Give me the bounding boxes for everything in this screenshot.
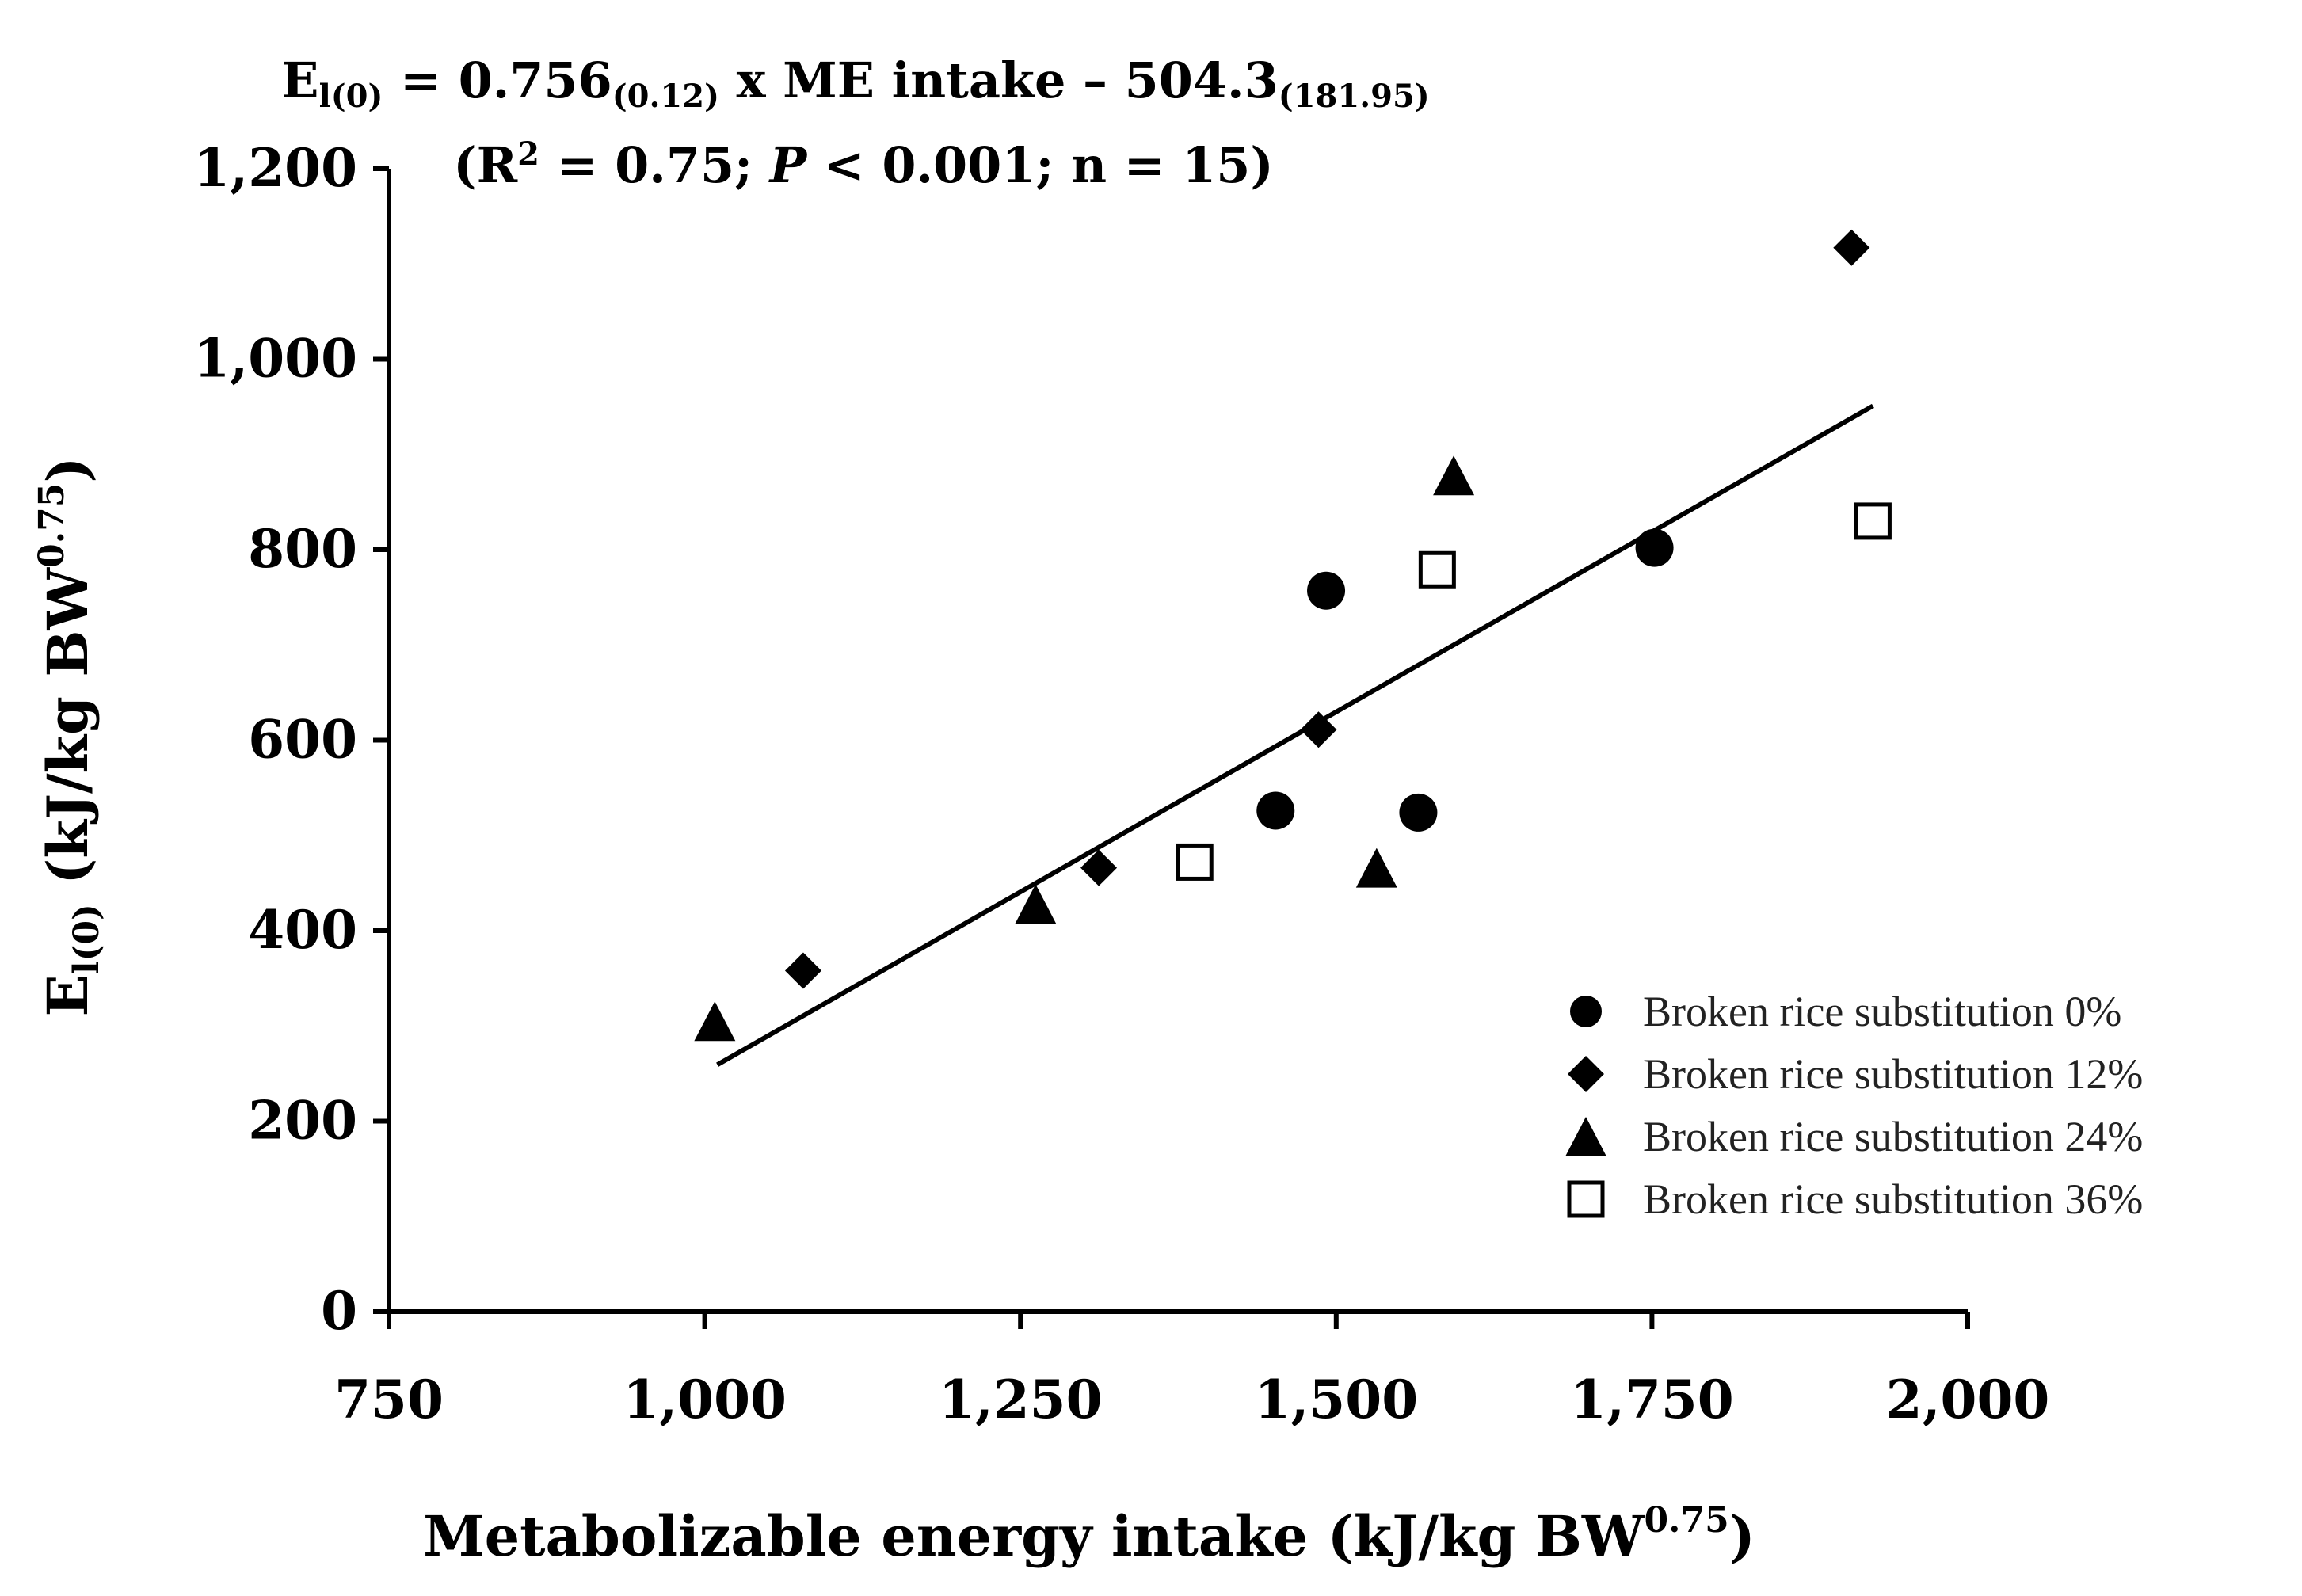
- title2-p: P: [768, 136, 809, 194]
- data-point-circle: [1399, 793, 1438, 832]
- data-point-diamond: [784, 952, 821, 989]
- legend-marker-circle: [1570, 996, 1602, 1027]
- title-coef-se: (0.12): [612, 78, 719, 115]
- regression-line: [716, 403, 1874, 1067]
- data-point-open-square: [1854, 502, 1892, 540]
- legend-marker-diamond: [1568, 1056, 1604, 1092]
- x-axis-label-close: ): [1729, 1503, 1755, 1569]
- x-ticks: 750 1,000 1,250 1,500 1,750 2,000: [334, 1312, 2049, 1430]
- x-tick-label: 1,250: [939, 1369, 1103, 1430]
- x-tick-label: 1,750: [1570, 1369, 1734, 1430]
- y-tick-label: 0: [321, 1280, 357, 1342]
- y-tick-label: 800: [248, 518, 357, 580]
- data-point-circle: [1635, 528, 1674, 567]
- x-tick-label: 750: [334, 1369, 444, 1430]
- data-point-diamond: [1833, 229, 1870, 266]
- y-tick-label: 400: [248, 899, 357, 961]
- title2-sup: 2: [517, 135, 539, 173]
- y-axis-label-close: ): [35, 457, 101, 483]
- data-point-diamond: [1300, 711, 1337, 748]
- data-point-diamond: [1080, 849, 1118, 886]
- y-tick-label: 600: [248, 709, 357, 771]
- title2-mid: = 0.75;: [539, 136, 770, 194]
- y-ticks: 0 200 400 600 800 1,000 1,200: [193, 137, 389, 1342]
- chart-title-line2: (R2 = 0.75; P < 0.001; n = 15): [453, 135, 1274, 194]
- legend-marker-triangle: [1565, 1117, 1606, 1156]
- y-axis-label-sub: l(0): [67, 904, 107, 974]
- legend-label: Broken rice substitution 36%: [1643, 1175, 2143, 1223]
- data-point-open-square: [1176, 843, 1214, 881]
- title2-close: < 0.001; n = 15): [806, 136, 1274, 194]
- data-point-triangle: [1433, 455, 1475, 496]
- legend: Broken rice substitution 0% Broken rice s…: [1565, 988, 2143, 1223]
- y-tick-label: 1,000: [193, 328, 357, 390]
- y-tick-label: 1,200: [193, 137, 357, 199]
- x-axis-label-text: Metabolizable energy intake (kJ/kg BW: [423, 1503, 1645, 1569]
- data-points: [694, 229, 1892, 1042]
- title-lhs: E: [281, 51, 318, 109]
- x-tick-label: 1,500: [1254, 1369, 1418, 1430]
- x-tick-label: 1,000: [623, 1369, 787, 1430]
- legend-label: Broken rice substitution 24%: [1643, 1113, 2143, 1160]
- data-point-open-square: [1418, 550, 1456, 589]
- y-axis-label-main: E: [35, 974, 101, 1016]
- y-axis-label-sup: 0.75: [32, 483, 72, 568]
- data-point-circle: [1307, 571, 1346, 610]
- data-point-triangle: [1355, 848, 1397, 888]
- legend-label: Broken rice substitution 0%: [1643, 988, 2121, 1035]
- y-axis-label: El(0) (kJ/kg BW0.75): [32, 457, 107, 1017]
- data-point-circle: [1256, 791, 1295, 830]
- y-tick-label: 200: [248, 1090, 357, 1152]
- title2-open: (R: [453, 136, 517, 194]
- y-axis-label-unit: (kJ/kg BW: [35, 566, 101, 904]
- x-tick-label: 2,000: [1886, 1369, 2050, 1430]
- data-point-triangle: [694, 1001, 736, 1042]
- x-axis-label-sup: 0.75: [1645, 1500, 1729, 1541]
- title-intercept-se: (181.95): [1279, 78, 1430, 115]
- legend-marker-open-square: [1567, 1180, 1605, 1218]
- chart-title-line1: El(0) = 0.756(0.12) x ME intake – 504.3(…: [281, 51, 1429, 115]
- data-point-triangle: [1015, 884, 1057, 924]
- legend-label: Broken rice substitution 12%: [1643, 1050, 2143, 1098]
- title-lhs-sub: l(0): [319, 78, 383, 115]
- title-eq2: x ME intake – 504.3: [719, 51, 1279, 109]
- x-axis-label: Metabolizable energy intake (kJ/kg BW0.7…: [423, 1500, 1755, 1569]
- title-eq1: = 0.756: [383, 51, 612, 109]
